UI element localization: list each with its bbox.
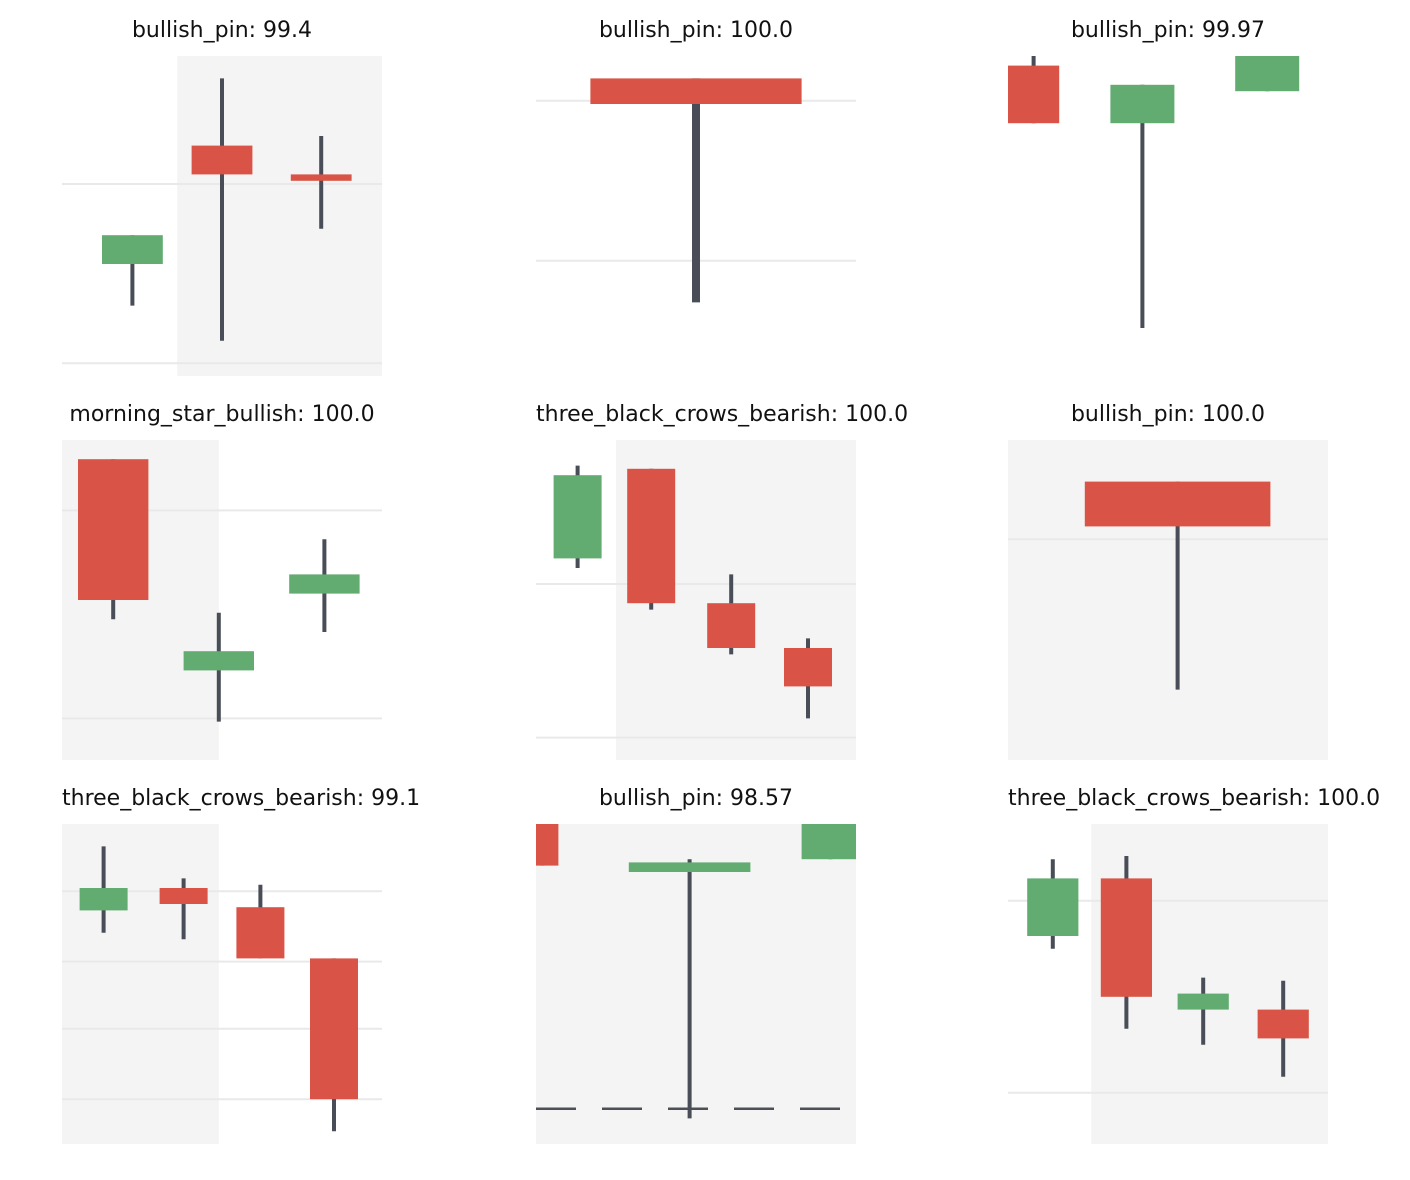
- candlestick-plot: [1008, 56, 1300, 328]
- chart-title: bullish_pin: 100.0: [1070, 402, 1266, 427]
- bullish-candle-body: [553, 475, 602, 559]
- candlestick-plot: [536, 440, 856, 760]
- candlestick-plot: [62, 824, 382, 1144]
- bearish-candle-body: [78, 459, 149, 600]
- bearish-candle-body: [536, 824, 559, 866]
- candlestick-plot: [536, 78, 856, 303]
- shaded-region: [177, 56, 382, 376]
- bullish-candle-body: [102, 235, 163, 264]
- bearish-candle-body: [191, 145, 253, 175]
- chart-panel-7: three_black_crows_bearish: 99.1: [62, 786, 421, 1144]
- chart-panel-6: bullish_pin: 100.0: [1008, 402, 1328, 760]
- chart-panel-1: bullish_pin: 99.4: [62, 18, 382, 376]
- candlestick-plot: [62, 440, 382, 760]
- chart-title: three_black_crows_bearish: 100.0: [1008, 786, 1381, 811]
- chart-panel-2: bullish_pin: 100.0: [536, 18, 856, 376]
- candlestick-plot: [1008, 440, 1328, 760]
- bearish-candle-body: [1008, 65, 1060, 124]
- chart-title: morning_star_bullish: 100.0: [69, 402, 375, 427]
- chart-panel-5: three_black_crows_bearish: 100.0: [536, 402, 909, 760]
- bullish-candle-body: [79, 888, 128, 911]
- bearish-candle-body: [1100, 878, 1152, 997]
- chart-panel-8: bullish_pin: 98.57: [536, 786, 856, 1144]
- bearish-candle-body: [590, 78, 802, 104]
- bullish-candle-body: [289, 574, 360, 594]
- bearish-candle-body: [236, 907, 285, 959]
- bullish-candle-body: [1110, 84, 1175, 124]
- chart-title: bullish_pin: 98.57: [598, 786, 794, 811]
- chart-panel-9: three_black_crows_bearish: 100.0: [1008, 786, 1381, 1144]
- chart-title: bullish_pin: 99.4: [131, 18, 313, 43]
- bullish-candle-body: [1177, 993, 1229, 1010]
- bearish-candle-body: [1084, 481, 1271, 527]
- bearish-candle-body: [1257, 1009, 1309, 1039]
- chart-title: three_black_crows_bearish: 99.1: [62, 786, 421, 811]
- shaded-region: [536, 824, 856, 1144]
- candlestick-plot: [62, 56, 382, 376]
- bearish-candle-body: [784, 648, 832, 687]
- bullish-candle-body: [1235, 56, 1300, 92]
- bearish-candle-body: [707, 603, 756, 648]
- candlestick-plot: [536, 824, 856, 1144]
- bullish-candle-body: [801, 824, 856, 860]
- shaded-region: [62, 824, 219, 1144]
- bearish-candle-body: [310, 958, 358, 1100]
- chart-title: bullish_pin: 100.0: [598, 18, 794, 43]
- chart-title: bullish_pin: 99.97: [1070, 18, 1266, 43]
- chart-panel-4: morning_star_bullish: 100.0: [62, 402, 382, 760]
- bearish-candle-body: [159, 888, 208, 904]
- bullish-candle-body: [1027, 878, 1079, 936]
- chart-panel-3: bullish_pin: 99.97: [1008, 18, 1328, 376]
- chart-title: three_black_crows_bearish: 100.0: [536, 402, 909, 427]
- candlestick-plot: [1008, 824, 1328, 1144]
- bullish-candle-body: [628, 862, 751, 872]
- bullish-candle-body: [183, 651, 254, 671]
- bearish-candle-body: [290, 174, 352, 181]
- bearish-candle-body: [627, 468, 676, 604]
